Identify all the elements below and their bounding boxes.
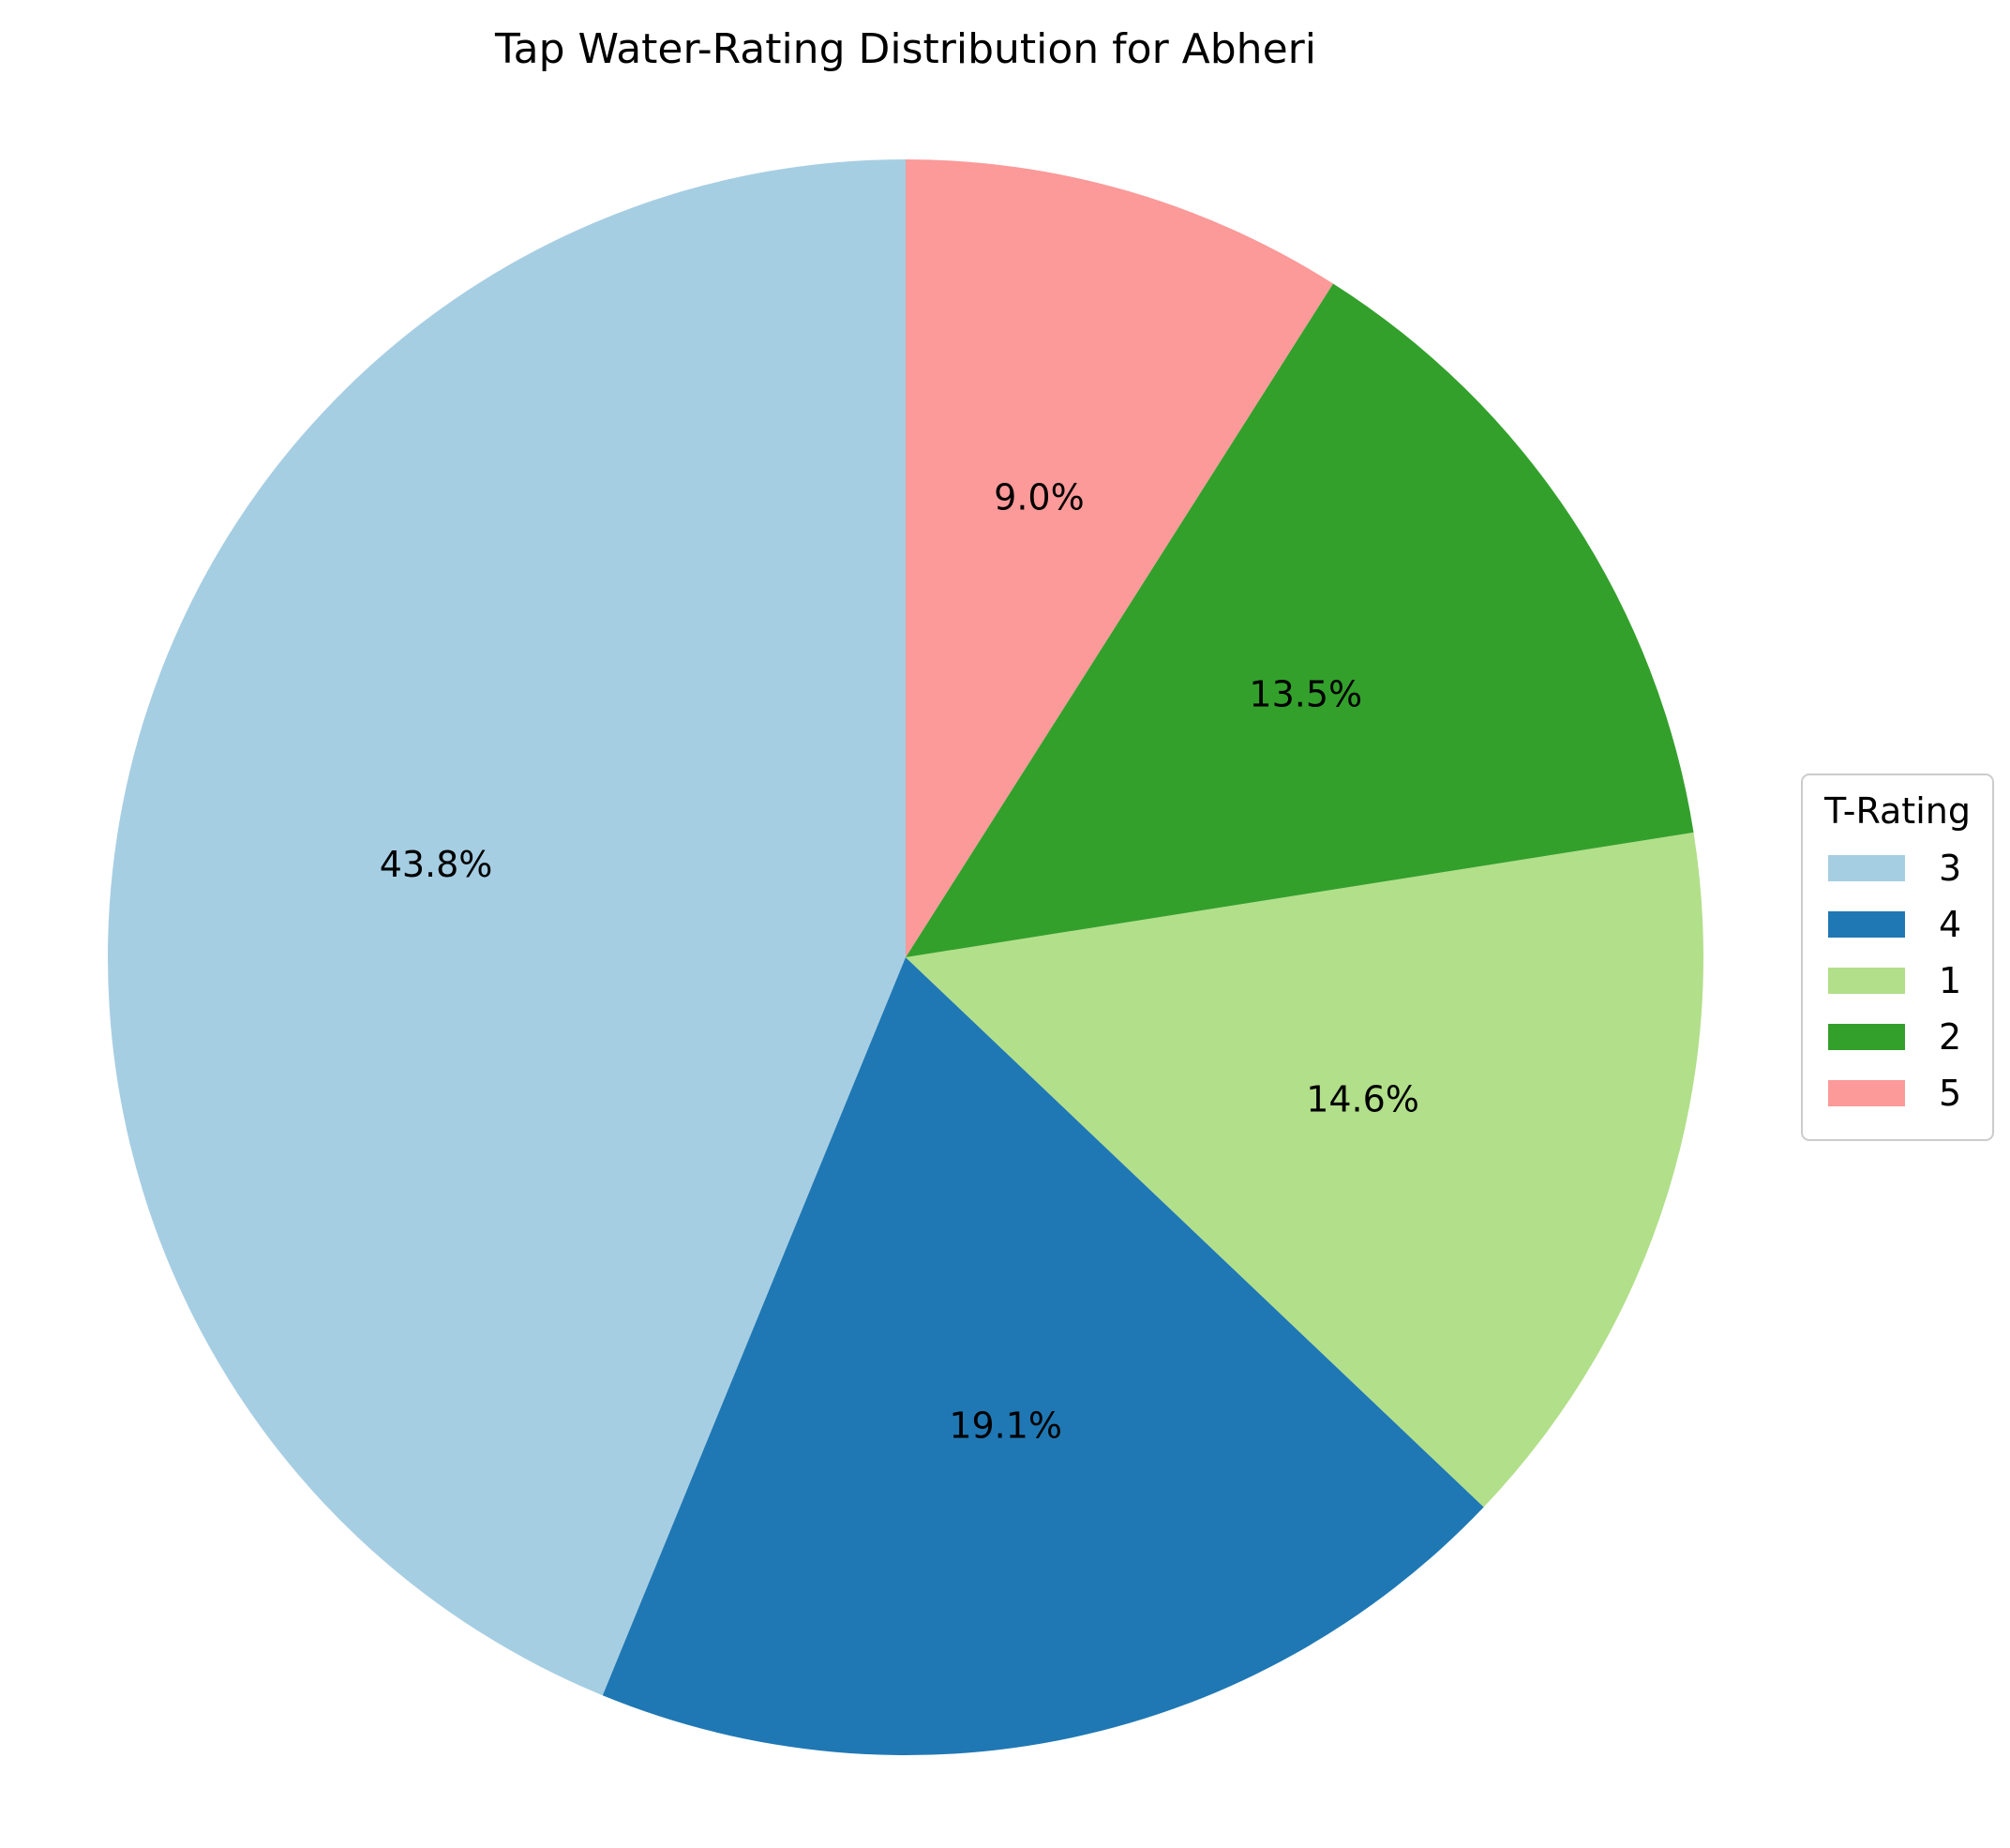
pie-slice-rating-4 <box>602 957 1484 1755</box>
pie-slice-labels: 43.8% 19.1% 14.6% 13.5% 9.0% <box>380 477 1419 1447</box>
pie-slice-rating-5 <box>906 159 1333 957</box>
legend-title: T-Rating <box>1823 790 1971 832</box>
chart-title: Tap Water-Rating Distribution for Abheri <box>494 25 1316 73</box>
legend: T-Rating 3 4 1 2 5 <box>1801 774 1994 1141</box>
legend-label-rating-1: 1 <box>1939 960 1961 1001</box>
slice-label-rating-3: 43.8% <box>380 844 493 885</box>
slice-label-rating-4: 19.1% <box>949 1405 1062 1446</box>
legend-swatch-rating-1 <box>1828 968 1905 994</box>
legend-label-rating-5: 5 <box>1939 1073 1961 1114</box>
legend-label-rating-3: 3 <box>1939 848 1961 889</box>
legend-swatch-rating-2 <box>1828 1024 1905 1050</box>
legend-label-rating-4: 4 <box>1939 904 1961 945</box>
pie-slice-rating-2 <box>906 283 1694 957</box>
slice-label-rating-1: 14.6% <box>1306 1079 1419 1120</box>
pie-slices <box>108 159 1703 1755</box>
legend-label-rating-2: 2 <box>1939 1016 1961 1058</box>
legend-swatch-rating-3 <box>1828 855 1905 881</box>
slice-label-rating-2: 13.5% <box>1249 674 1362 715</box>
legend-swatch-rating-4 <box>1828 911 1905 938</box>
pie-slice-rating-1 <box>906 832 1703 1508</box>
pie-slice-rating-3 <box>108 159 907 1696</box>
slice-label-rating-5: 9.0% <box>994 477 1085 518</box>
legend-items: 3 4 1 2 5 <box>1828 848 1961 1114</box>
legend-swatch-rating-5 <box>1828 1080 1905 1106</box>
